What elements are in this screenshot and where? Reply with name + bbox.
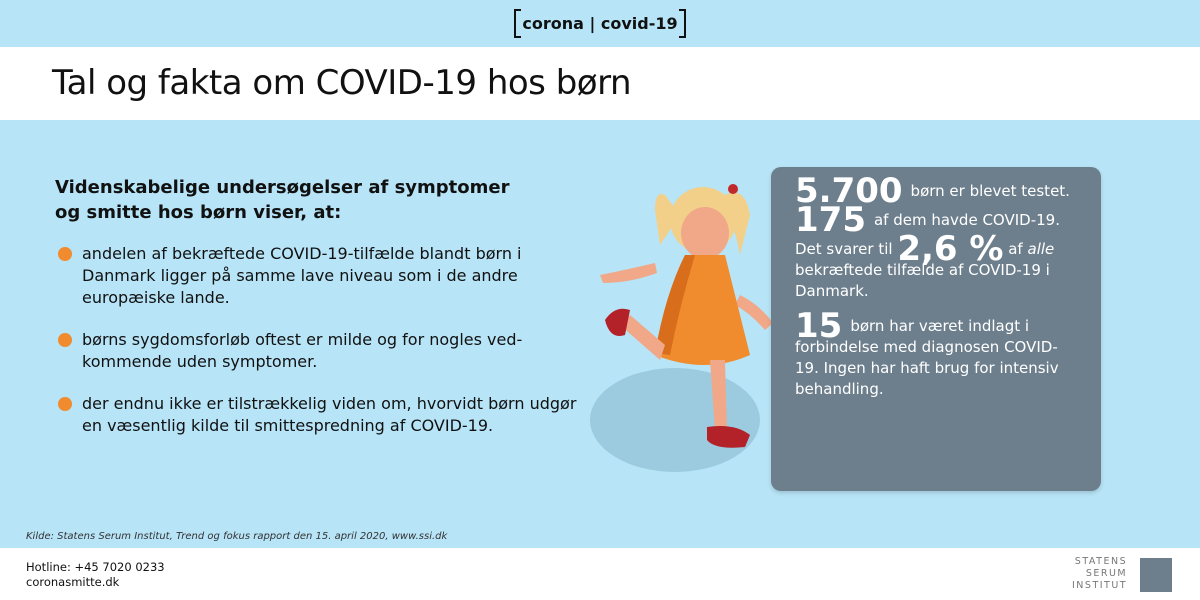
stat-tested: 5.700 børn er blevet testet. [795, 171, 1070, 211]
brand-label: corona | covid-19 [514, 9, 686, 38]
bullet-list: andelen af bekræftede COVID-19-tilfælde … [58, 243, 578, 457]
footer: Hotline: +45 7020 0233 coronasmitte.dk S… [0, 548, 1200, 600]
stat-hospital: 15 børn har været indlagt i forbindelse m… [795, 306, 1059, 398]
stats-card: 5.700 børn er blevet testet. 175 af dem ha… [771, 167, 1101, 491]
hotline-text: Hotline: +45 7020 0233 [26, 560, 165, 574]
title-bar: Tal og fakta om COVID-19 hos børn [0, 47, 1200, 120]
stat-covid: 175 af dem havde COVID-19. [795, 200, 1060, 240]
list-item: der endnu ikke er tilstrækkelig viden om… [58, 393, 578, 437]
source-note: Kilde: Statens Serum Institut, Trend og … [26, 531, 448, 542]
list-item: andelen af bekræftede COVID-19-tilfælde … [58, 243, 578, 309]
stat-share: Det svarer til 2,6 % af alle bekræftede … [795, 229, 1055, 300]
ssi-building-icon [1140, 558, 1172, 592]
bullet-dot-icon [58, 247, 72, 261]
website-link[interactable]: coronasmitte.dk [26, 575, 120, 589]
ssi-logo-text: STATENS SERUM INSTITUT [1072, 556, 1128, 591]
intro-text: Videnskabelige undersøgelser af symptome… [55, 177, 510, 223]
bullet-dot-icon [58, 333, 72, 347]
bullet-dot-icon [58, 397, 72, 411]
page-title: Tal og fakta om COVID-19 hos børn [52, 63, 632, 103]
top-band: corona | covid-19 [0, 0, 1200, 47]
running-girl-illustration [590, 184, 773, 472]
list-item: børns sygdomsforløb oftest er milde og f… [58, 329, 578, 373]
